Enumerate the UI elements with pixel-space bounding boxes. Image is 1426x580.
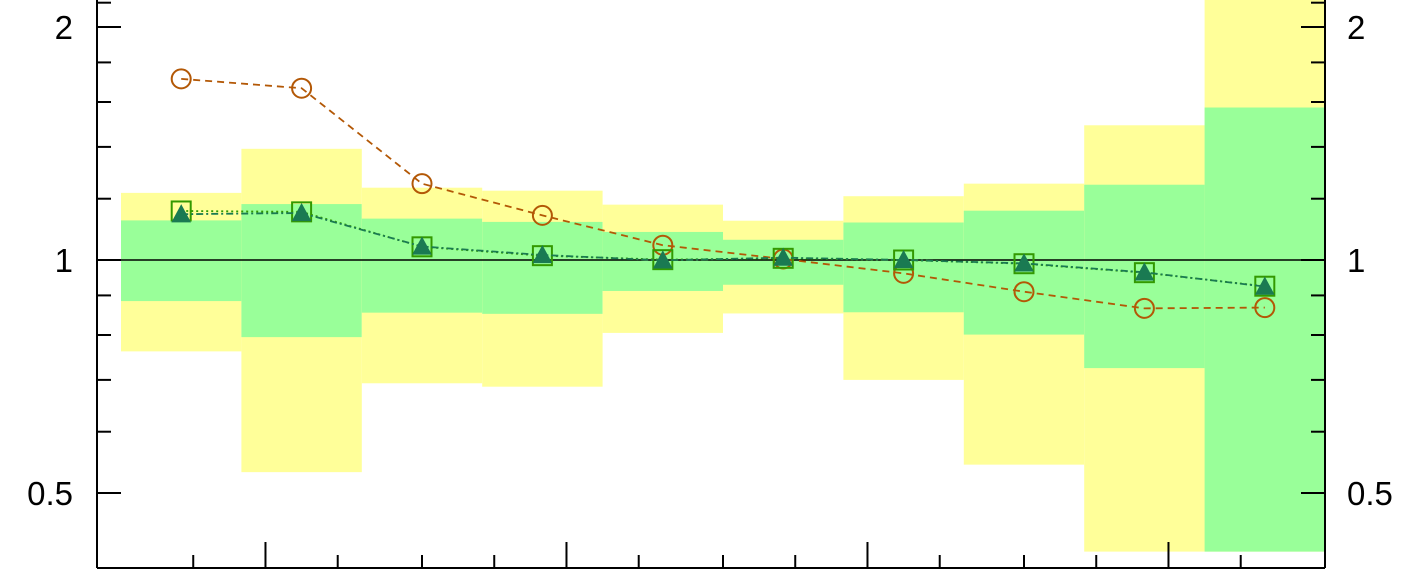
triangle-marker-point xyxy=(652,250,673,269)
triangle-marker-point xyxy=(412,236,432,255)
axes xyxy=(96,0,1326,569)
y-tick-label-left: 1 xyxy=(55,242,73,279)
green-band-bin-2 xyxy=(361,218,483,313)
triangle-marker-point xyxy=(291,202,312,222)
circle-marker-point xyxy=(1013,281,1035,303)
circle-marker-point xyxy=(1254,297,1276,319)
triangle-marker-point xyxy=(1014,253,1034,272)
circle-marker-point xyxy=(1133,297,1155,319)
data-series xyxy=(170,68,1276,319)
y-tick-label-right: 0.5 xyxy=(1347,475,1393,512)
y-tick-label-left: 2 xyxy=(55,9,73,46)
square-marker-point xyxy=(291,201,313,223)
green-band-bin-9 xyxy=(1204,107,1325,552)
triangle-marker-point xyxy=(1254,276,1275,295)
circle-marker-point xyxy=(291,77,313,99)
y-tick-label-right: 2 xyxy=(1347,9,1365,46)
triangle-marker-point xyxy=(1134,262,1155,281)
y-tick-label-right: 1 xyxy=(1347,242,1365,279)
green-band-bin-3 xyxy=(482,221,603,314)
triangle-marker-point xyxy=(532,244,553,264)
tick-labels: 0.5 0.5 1 1 2 2 xyxy=(27,9,1393,512)
green-band-bin-1 xyxy=(241,204,362,338)
circle-marker-point xyxy=(170,68,192,90)
triangle-marker-point xyxy=(171,204,192,223)
series-line-open-circle xyxy=(181,77,1265,310)
uncertainty-bands xyxy=(121,0,1325,552)
triangle-marker-point xyxy=(893,249,914,269)
y-tick-label-left: 0.5 xyxy=(27,475,73,512)
circle-marker-point xyxy=(411,173,433,195)
series-line-filled-triangle xyxy=(181,212,1265,288)
circle-marker-point xyxy=(531,204,553,226)
triangle-marker-point xyxy=(773,247,794,266)
